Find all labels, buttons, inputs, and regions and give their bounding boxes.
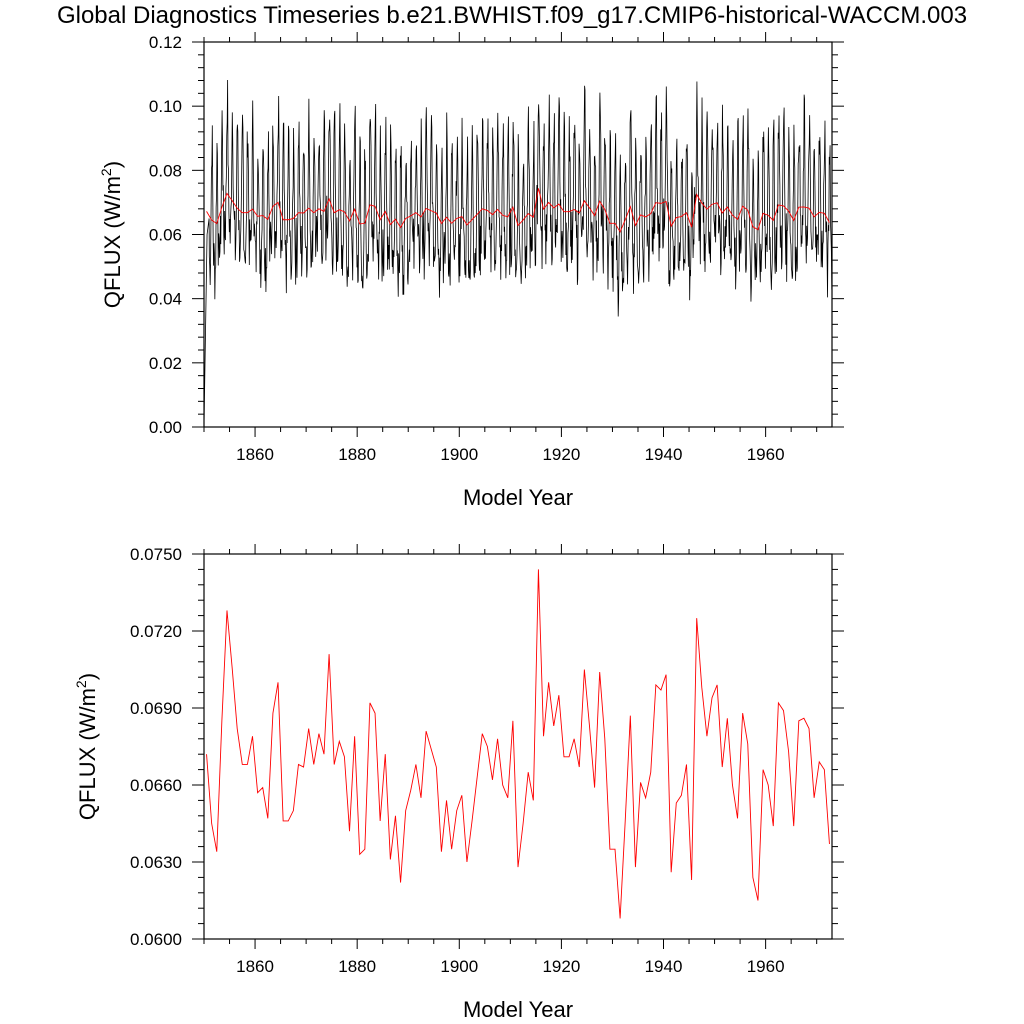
y-tick-label: 0.0690 bbox=[130, 699, 182, 718]
y-axis-title-main: QFLUX (W/m bbox=[75, 688, 100, 820]
x-tick-label: 1920 bbox=[542, 445, 580, 464]
annual-series-line bbox=[206, 569, 830, 919]
y-tick-label: 0.0600 bbox=[130, 930, 182, 949]
x-tick-label: 1860 bbox=[236, 957, 274, 976]
y-tick-label: 0.08 bbox=[149, 161, 182, 180]
x-tick-label: 1860 bbox=[236, 445, 274, 464]
x-tick-label: 1900 bbox=[440, 957, 478, 976]
monthly-series-line bbox=[204, 80, 832, 427]
y-tick-label: 0.0750 bbox=[130, 545, 182, 564]
x-axis-title: Model Year bbox=[463, 997, 573, 1022]
y-tick-label: 0.04 bbox=[149, 290, 182, 309]
page-title: Global Diagnostics Timeseries b.e21.BWHI… bbox=[56, 2, 968, 29]
x-tick-label: 1940 bbox=[645, 445, 683, 464]
x-tick-label: 1920 bbox=[542, 957, 580, 976]
y-tick-label: 0.00 bbox=[149, 418, 182, 437]
y-tick-label: 0.06 bbox=[149, 226, 182, 245]
x-tick-label: 1880 bbox=[338, 957, 376, 976]
y-axis-title-main: QFLUX (W/m bbox=[100, 176, 125, 308]
y-tick-label: 0.02 bbox=[149, 354, 182, 373]
x-tick-label: 1900 bbox=[440, 445, 478, 464]
y-axis-title: QFLUX (W/m2) bbox=[73, 673, 100, 820]
y-tick-label: 0.12 bbox=[149, 33, 182, 52]
bottom-panel: 1860 1880 1900 1920 1940 1960 0.0600 0.0630 0.06… bbox=[73, 544, 844, 1022]
y-axis-title-sup: 2 bbox=[73, 680, 89, 688]
x-tick-label: 1960 bbox=[747, 957, 785, 976]
y-axis-title-end: ) bbox=[100, 161, 125, 168]
x-tick-label: 1940 bbox=[645, 957, 683, 976]
y-tick-label: 0.0630 bbox=[130, 853, 182, 872]
plot-frame bbox=[203, 41, 833, 428]
y-axis-title: QFLUX (W/m2) bbox=[98, 161, 125, 308]
y-axis-title-sup: 2 bbox=[98, 168, 114, 176]
x-tick-label: 1960 bbox=[747, 445, 785, 464]
y-axis-title-end: ) bbox=[75, 673, 100, 680]
annual-series-line bbox=[206, 188, 830, 233]
plot-frame bbox=[203, 553, 833, 940]
y-tick-label: 0.10 bbox=[149, 97, 182, 116]
y-tick-label: 0.0720 bbox=[130, 622, 182, 641]
x-axis-title: Model Year bbox=[463, 485, 573, 510]
top-panel: 1860 1880 1900 1920 1940 1960 0.00 0.02 0.04 0.06… bbox=[98, 32, 844, 510]
x-tick-label: 1880 bbox=[338, 445, 376, 464]
y-tick-label: 0.0660 bbox=[130, 776, 182, 795]
